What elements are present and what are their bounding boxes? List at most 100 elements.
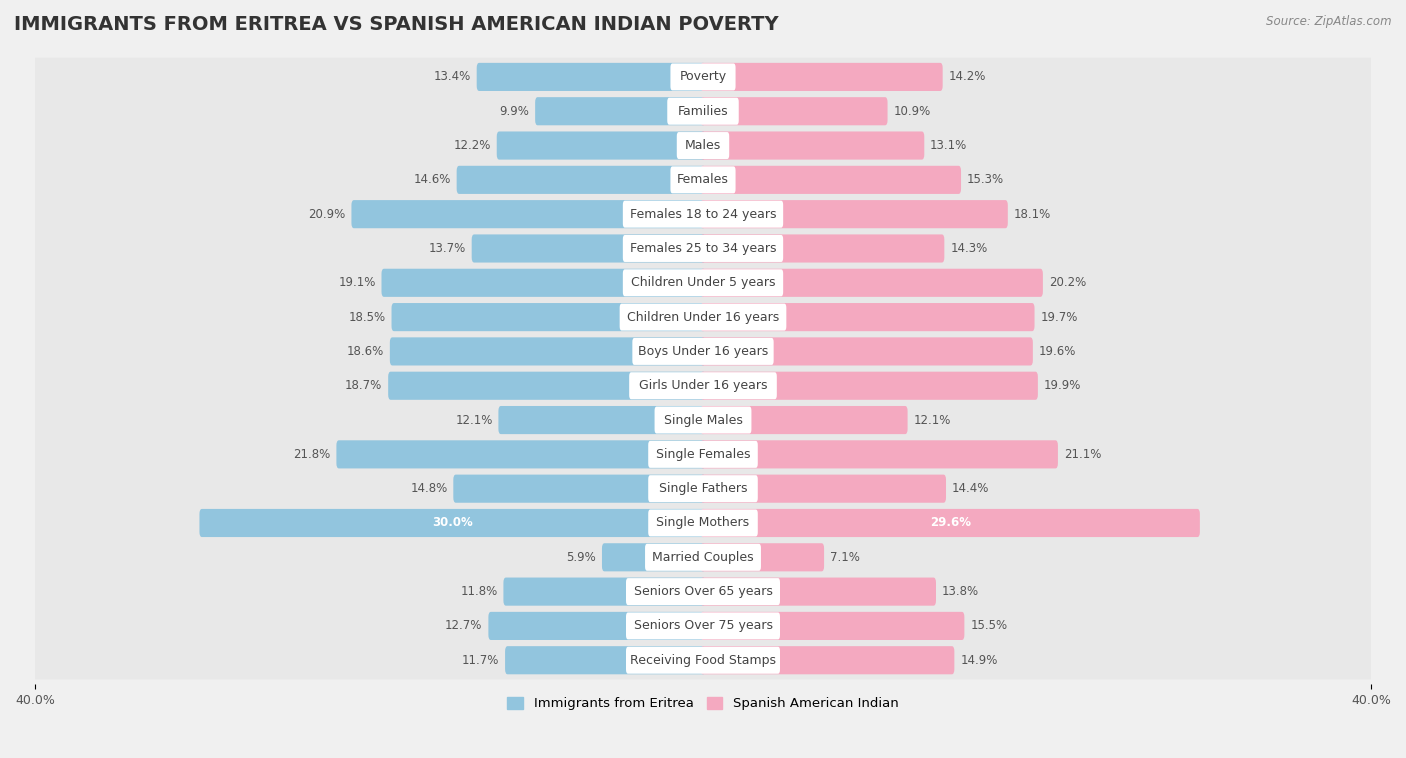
- Text: 15.3%: 15.3%: [967, 174, 1004, 186]
- FancyBboxPatch shape: [700, 475, 946, 503]
- Text: Single Fathers: Single Fathers: [659, 482, 747, 495]
- FancyBboxPatch shape: [700, 200, 1008, 228]
- FancyBboxPatch shape: [352, 200, 706, 228]
- Text: Children Under 5 years: Children Under 5 years: [631, 277, 775, 290]
- FancyBboxPatch shape: [668, 98, 738, 125]
- Text: 12.1%: 12.1%: [456, 414, 492, 427]
- FancyBboxPatch shape: [32, 367, 1374, 405]
- FancyBboxPatch shape: [700, 63, 942, 91]
- Text: Single Females: Single Females: [655, 448, 751, 461]
- FancyBboxPatch shape: [496, 131, 706, 160]
- FancyBboxPatch shape: [389, 337, 706, 365]
- Text: IMMIGRANTS FROM ERITREA VS SPANISH AMERICAN INDIAN POVERTY: IMMIGRANTS FROM ERITREA VS SPANISH AMERI…: [14, 15, 779, 34]
- FancyBboxPatch shape: [676, 132, 730, 159]
- FancyBboxPatch shape: [336, 440, 706, 468]
- Text: Females 18 to 24 years: Females 18 to 24 years: [630, 208, 776, 221]
- Text: 30.0%: 30.0%: [432, 516, 472, 530]
- FancyBboxPatch shape: [700, 612, 965, 640]
- Text: 11.7%: 11.7%: [461, 653, 499, 667]
- FancyBboxPatch shape: [32, 195, 1374, 233]
- FancyBboxPatch shape: [700, 578, 936, 606]
- Text: Single Males: Single Males: [664, 414, 742, 427]
- Text: 19.9%: 19.9%: [1043, 379, 1081, 392]
- Text: 14.2%: 14.2%: [949, 70, 986, 83]
- Text: 12.7%: 12.7%: [446, 619, 482, 632]
- Text: 18.7%: 18.7%: [344, 379, 382, 392]
- FancyBboxPatch shape: [626, 647, 780, 674]
- Text: 18.1%: 18.1%: [1014, 208, 1050, 221]
- Text: Receiving Food Stamps: Receiving Food Stamps: [630, 653, 776, 667]
- Text: 20.9%: 20.9%: [308, 208, 346, 221]
- Text: Seniors Over 65 years: Seniors Over 65 years: [634, 585, 772, 598]
- Text: 18.5%: 18.5%: [349, 311, 385, 324]
- FancyBboxPatch shape: [628, 372, 778, 399]
- FancyBboxPatch shape: [32, 92, 1374, 130]
- Text: 18.6%: 18.6%: [347, 345, 384, 358]
- FancyBboxPatch shape: [623, 269, 783, 296]
- FancyBboxPatch shape: [645, 543, 761, 571]
- FancyBboxPatch shape: [700, 509, 1199, 537]
- FancyBboxPatch shape: [536, 97, 706, 125]
- Text: 15.5%: 15.5%: [970, 619, 1007, 632]
- Text: Single Mothers: Single Mothers: [657, 516, 749, 530]
- FancyBboxPatch shape: [700, 303, 1035, 331]
- FancyBboxPatch shape: [700, 269, 1043, 297]
- Text: Married Couples: Married Couples: [652, 551, 754, 564]
- FancyBboxPatch shape: [32, 229, 1374, 268]
- Text: 14.3%: 14.3%: [950, 242, 987, 255]
- Text: 5.9%: 5.9%: [567, 551, 596, 564]
- FancyBboxPatch shape: [700, 166, 962, 194]
- Text: Poverty: Poverty: [679, 70, 727, 83]
- FancyBboxPatch shape: [32, 435, 1374, 474]
- FancyBboxPatch shape: [626, 612, 780, 640]
- Text: 14.6%: 14.6%: [413, 174, 451, 186]
- FancyBboxPatch shape: [32, 641, 1374, 679]
- FancyBboxPatch shape: [477, 63, 706, 91]
- FancyBboxPatch shape: [453, 475, 706, 503]
- Text: 14.8%: 14.8%: [411, 482, 447, 495]
- FancyBboxPatch shape: [620, 304, 786, 330]
- Text: 13.8%: 13.8%: [942, 585, 979, 598]
- FancyBboxPatch shape: [381, 269, 706, 297]
- Text: 7.1%: 7.1%: [830, 551, 860, 564]
- FancyBboxPatch shape: [700, 131, 924, 160]
- FancyBboxPatch shape: [671, 64, 735, 90]
- FancyBboxPatch shape: [648, 441, 758, 468]
- FancyBboxPatch shape: [200, 509, 706, 537]
- FancyBboxPatch shape: [700, 646, 955, 675]
- FancyBboxPatch shape: [32, 538, 1374, 577]
- Text: 12.1%: 12.1%: [914, 414, 950, 427]
- FancyBboxPatch shape: [32, 161, 1374, 199]
- Text: 13.7%: 13.7%: [429, 242, 465, 255]
- Text: 29.6%: 29.6%: [929, 516, 970, 530]
- FancyBboxPatch shape: [32, 572, 1374, 611]
- FancyBboxPatch shape: [700, 371, 1038, 399]
- FancyBboxPatch shape: [391, 303, 706, 331]
- FancyBboxPatch shape: [388, 371, 706, 399]
- FancyBboxPatch shape: [623, 235, 783, 262]
- Text: 21.1%: 21.1%: [1064, 448, 1101, 461]
- FancyBboxPatch shape: [648, 475, 758, 502]
- Legend: Immigrants from Eritrea, Spanish American Indian: Immigrants from Eritrea, Spanish America…: [502, 691, 904, 716]
- FancyBboxPatch shape: [32, 264, 1374, 302]
- Text: Families: Families: [678, 105, 728, 117]
- Text: 14.4%: 14.4%: [952, 482, 990, 495]
- FancyBboxPatch shape: [457, 166, 706, 194]
- FancyBboxPatch shape: [32, 504, 1374, 542]
- Text: 13.1%: 13.1%: [931, 139, 967, 152]
- FancyBboxPatch shape: [626, 578, 780, 605]
- FancyBboxPatch shape: [32, 298, 1374, 337]
- Text: 19.6%: 19.6%: [1039, 345, 1076, 358]
- FancyBboxPatch shape: [655, 406, 751, 434]
- FancyBboxPatch shape: [32, 469, 1374, 508]
- FancyBboxPatch shape: [700, 543, 824, 572]
- FancyBboxPatch shape: [700, 337, 1033, 365]
- FancyBboxPatch shape: [32, 127, 1374, 164]
- Text: Females: Females: [678, 174, 728, 186]
- Text: 10.9%: 10.9%: [893, 105, 931, 117]
- FancyBboxPatch shape: [503, 578, 706, 606]
- Text: 20.2%: 20.2%: [1049, 277, 1085, 290]
- FancyBboxPatch shape: [32, 332, 1374, 371]
- Text: Girls Under 16 years: Girls Under 16 years: [638, 379, 768, 392]
- FancyBboxPatch shape: [700, 440, 1057, 468]
